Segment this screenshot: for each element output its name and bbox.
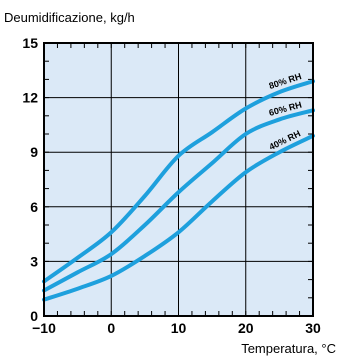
y-tick-label: 9 <box>30 144 38 160</box>
series-lines <box>42 79 315 302</box>
y-tick-label: 0 <box>30 308 38 324</box>
x-tick-label: 0 <box>107 320 115 336</box>
y-tick-label: 3 <box>30 253 38 269</box>
series-line-60-rh <box>42 108 315 293</box>
series-line-80-rh <box>42 79 315 284</box>
x-tick-label: 10 <box>171 320 187 336</box>
y-tick-label: 12 <box>22 90 38 106</box>
y-tick-label: 15 <box>22 35 38 51</box>
plot-frame <box>43 42 314 317</box>
x-tick-label: −10 <box>32 320 56 336</box>
x-axis-title: Temperatura, °C <box>241 341 336 356</box>
series-line-40-rh <box>42 133 315 302</box>
x-tick-label: 30 <box>305 320 321 336</box>
x-tick-label: 20 <box>238 320 254 336</box>
y-tick-label: 6 <box>30 199 38 215</box>
y-axis-title: Deumidificazione, kg/h <box>4 10 135 25</box>
